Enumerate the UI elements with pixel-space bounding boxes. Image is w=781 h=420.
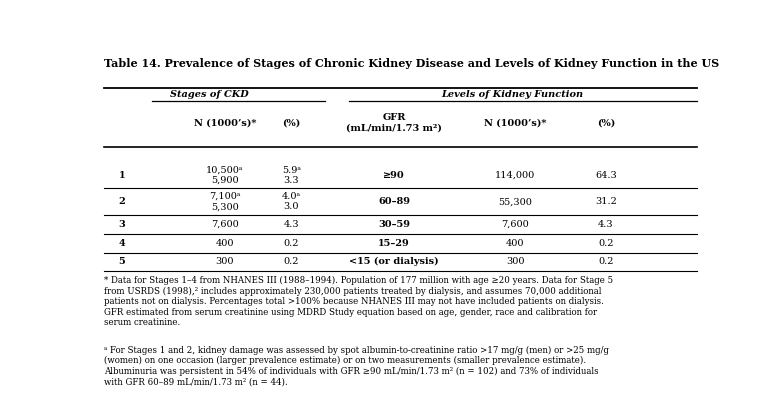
Text: Table 14. Prevalence of Stages of Chronic Kidney Disease and Levels of Kidney Fu: Table 14. Prevalence of Stages of Chroni… [104,58,719,69]
Text: N (1000’s)*: N (1000’s)* [194,119,256,128]
Text: 300: 300 [506,257,525,266]
Text: 1: 1 [119,171,125,180]
Text: 7,600: 7,600 [501,220,530,229]
Text: ≥90: ≥90 [383,171,405,180]
Text: Levels of Kidney Function: Levels of Kidney Function [441,90,583,99]
Text: 0.2: 0.2 [284,239,299,248]
Text: 0.2: 0.2 [598,257,614,266]
Text: * Data for Stages 1–4 from NHANES III (1988–1994). Population of 177 million wit: * Data for Stages 1–4 from NHANES III (1… [104,276,613,327]
Text: 15–29: 15–29 [378,239,410,248]
Text: 60–89: 60–89 [378,197,410,206]
Text: 0.2: 0.2 [284,257,299,266]
Text: N (1000’s)*: N (1000’s)* [484,119,547,128]
Text: 300: 300 [216,257,234,266]
Text: ᵃ For Stages 1 and 2, kidney damage was assessed by spot albumin-to-creatinine r: ᵃ For Stages 1 and 2, kidney damage was … [104,346,608,386]
Text: 4.3: 4.3 [284,220,299,229]
Text: 7,100ᵃ
5,300: 7,100ᵃ 5,300 [209,192,241,211]
Text: GFR
(mL/min/1.73 m²): GFR (mL/min/1.73 m²) [346,113,442,133]
Text: 7,600: 7,600 [211,220,239,229]
Text: (%): (%) [282,119,301,128]
Text: 2: 2 [119,197,125,206]
Text: 10,500ᵃ
5,900: 10,500ᵃ 5,900 [206,165,244,185]
Text: 400: 400 [506,239,525,248]
Text: 400: 400 [216,239,234,248]
Text: 5: 5 [119,257,125,266]
Text: 4.3: 4.3 [598,220,614,229]
Text: 4.0ᵃ
3.0: 4.0ᵃ 3.0 [282,192,301,211]
Text: 5.9ᵃ
3.3: 5.9ᵃ 3.3 [282,165,301,185]
Text: 4: 4 [119,239,125,248]
Text: (%): (%) [597,119,615,128]
Text: 3: 3 [119,220,125,229]
Text: Stages of CKD: Stages of CKD [170,90,249,99]
Text: 114,000: 114,000 [495,171,536,180]
Text: 64.3: 64.3 [595,171,617,180]
Text: 55,300: 55,300 [498,197,532,206]
Text: 31.2: 31.2 [595,197,617,206]
Text: <15 (or dialysis): <15 (or dialysis) [349,257,439,266]
Text: 30–59: 30–59 [378,220,410,229]
Text: 0.2: 0.2 [598,239,614,248]
